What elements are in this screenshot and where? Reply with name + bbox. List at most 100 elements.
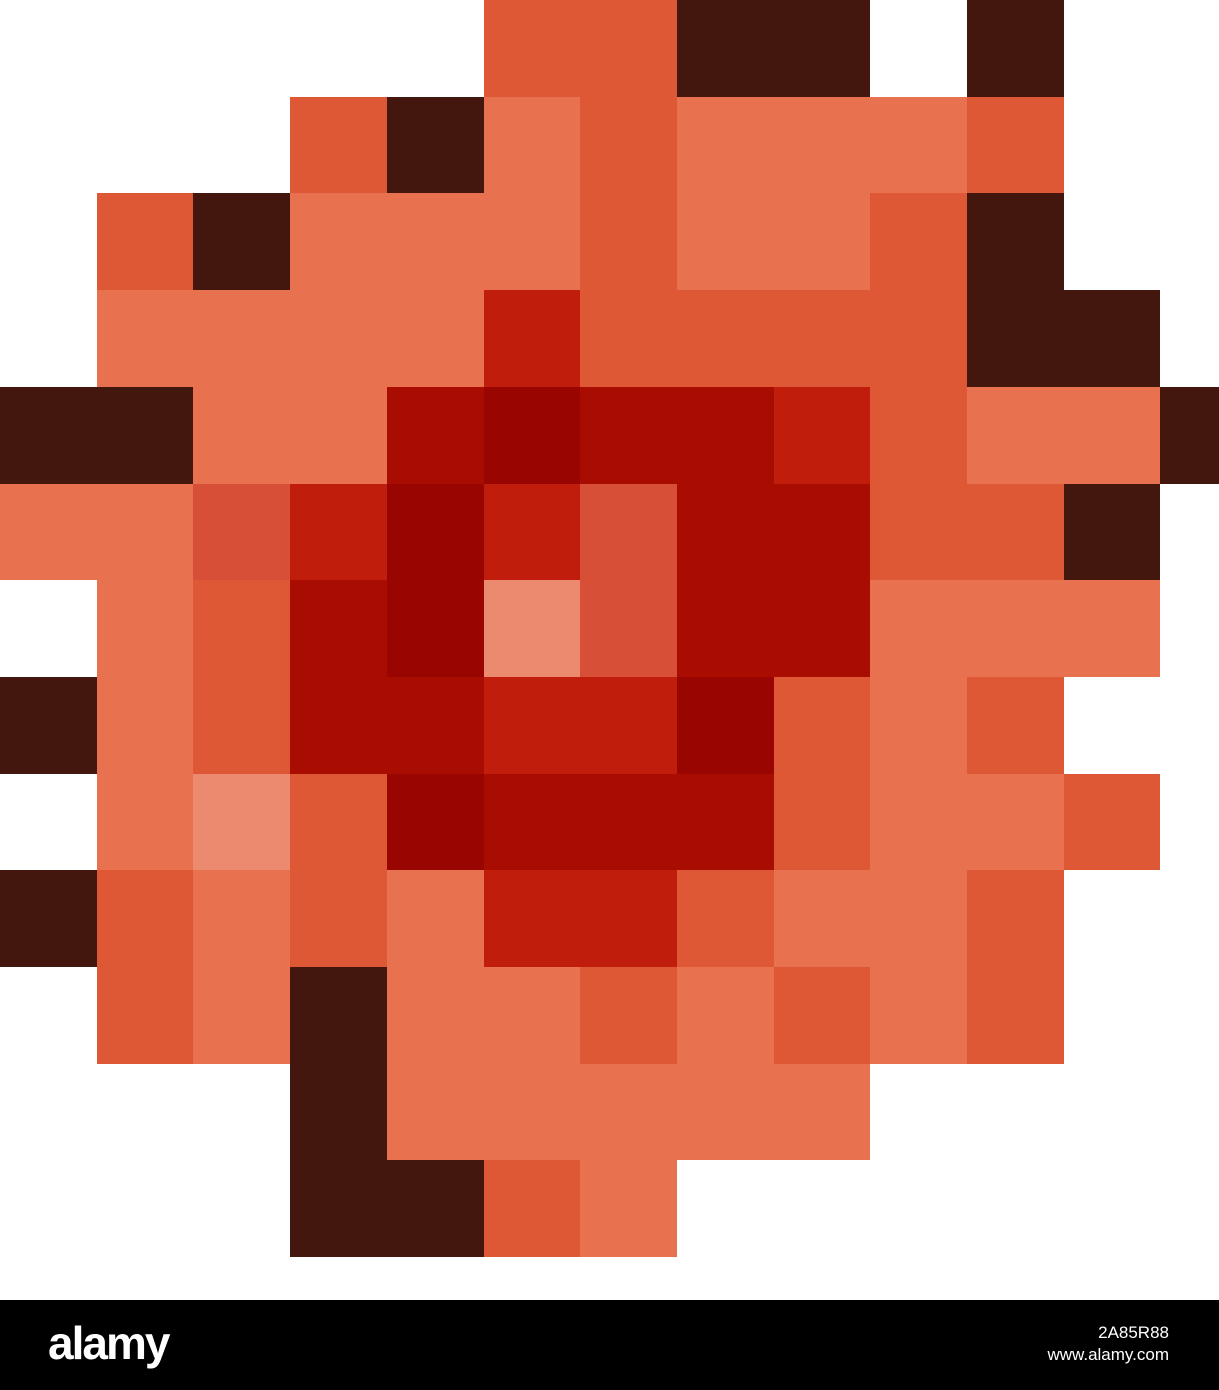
pixel xyxy=(387,387,484,484)
pixel xyxy=(97,677,193,774)
pixel xyxy=(870,193,967,290)
pixel xyxy=(484,290,580,387)
pixel xyxy=(967,580,1064,677)
pixel xyxy=(580,193,677,290)
pixel xyxy=(387,1064,484,1160)
pixel xyxy=(193,580,290,677)
pixel xyxy=(580,774,677,870)
pixel xyxy=(484,97,580,193)
pixel xyxy=(97,193,193,290)
pixel xyxy=(967,677,1064,774)
pixel xyxy=(387,967,484,1064)
pixel xyxy=(484,1064,580,1160)
pixel xyxy=(580,0,677,97)
pixel xyxy=(774,97,870,193)
pixel xyxy=(677,193,774,290)
pixel xyxy=(484,484,580,580)
site-url: www.alamy.com xyxy=(1047,1345,1169,1364)
pixel xyxy=(1064,484,1160,580)
pixel xyxy=(193,967,290,1064)
pixel xyxy=(193,484,290,580)
pixel xyxy=(967,290,1064,387)
pixel xyxy=(967,387,1064,484)
pixel xyxy=(387,290,484,387)
pixel xyxy=(387,97,484,193)
pixel xyxy=(774,967,870,1064)
pixel xyxy=(580,870,677,967)
pixel xyxy=(387,677,484,774)
pixel xyxy=(580,1064,677,1160)
pixel xyxy=(774,1064,870,1160)
pixel xyxy=(580,387,677,484)
pixel xyxy=(1064,580,1160,677)
pixel xyxy=(290,97,387,193)
pixel xyxy=(870,774,967,870)
pixel xyxy=(870,484,967,580)
pixel xyxy=(97,967,193,1064)
pixel xyxy=(193,774,290,870)
pixel xyxy=(967,967,1064,1064)
pixel xyxy=(774,870,870,967)
pixel xyxy=(870,870,967,967)
pixel xyxy=(870,387,967,484)
pixel xyxy=(774,193,870,290)
pixel xyxy=(484,677,580,774)
pixel xyxy=(677,677,774,774)
pixel xyxy=(967,774,1064,870)
pixel xyxy=(97,484,193,580)
pixel xyxy=(774,774,870,870)
pixel xyxy=(290,774,387,870)
pixel xyxy=(387,193,484,290)
pixel xyxy=(0,870,97,967)
pixel xyxy=(870,677,967,774)
pixel xyxy=(1064,774,1160,870)
pixel xyxy=(290,967,387,1064)
pixel xyxy=(580,290,677,387)
pixel xyxy=(1064,387,1160,484)
pixel xyxy=(967,484,1064,580)
pixel xyxy=(484,387,580,484)
pixel xyxy=(774,387,870,484)
pixel xyxy=(97,387,193,484)
pixel xyxy=(774,0,870,97)
pixel xyxy=(97,580,193,677)
pixel xyxy=(774,580,870,677)
pixel xyxy=(967,0,1064,97)
pixel xyxy=(677,97,774,193)
pixel xyxy=(290,193,387,290)
pixel xyxy=(677,484,774,580)
pixel xyxy=(193,387,290,484)
pixel xyxy=(387,774,484,870)
pixel xyxy=(97,290,193,387)
pixel xyxy=(580,580,677,677)
pixel xyxy=(677,387,774,484)
alamy-logo: alamy xyxy=(48,1317,170,1369)
pixel xyxy=(677,967,774,1064)
pixel xyxy=(774,484,870,580)
pixel xyxy=(677,1064,774,1160)
pixel xyxy=(580,97,677,193)
pixel xyxy=(484,0,580,97)
pixel xyxy=(484,193,580,290)
pixel xyxy=(580,967,677,1064)
pixel xyxy=(193,870,290,967)
pixel xyxy=(677,0,774,97)
pixel xyxy=(774,677,870,774)
pixel xyxy=(193,677,290,774)
pixel xyxy=(870,967,967,1064)
pixel xyxy=(484,870,580,967)
watermark-bar: alamy 2A85R88 www.alamy.com xyxy=(0,1300,1219,1390)
pixel xyxy=(774,290,870,387)
pixel xyxy=(580,677,677,774)
pixel xyxy=(290,870,387,967)
pixel xyxy=(193,193,290,290)
pixel xyxy=(290,1160,387,1257)
pixel-art-sun xyxy=(0,0,1219,1257)
pixel xyxy=(677,870,774,967)
pixel xyxy=(967,193,1064,290)
pixel xyxy=(0,677,97,774)
pixel xyxy=(0,484,97,580)
pixel xyxy=(677,290,774,387)
pixel xyxy=(0,387,97,484)
pixel xyxy=(290,1064,387,1160)
